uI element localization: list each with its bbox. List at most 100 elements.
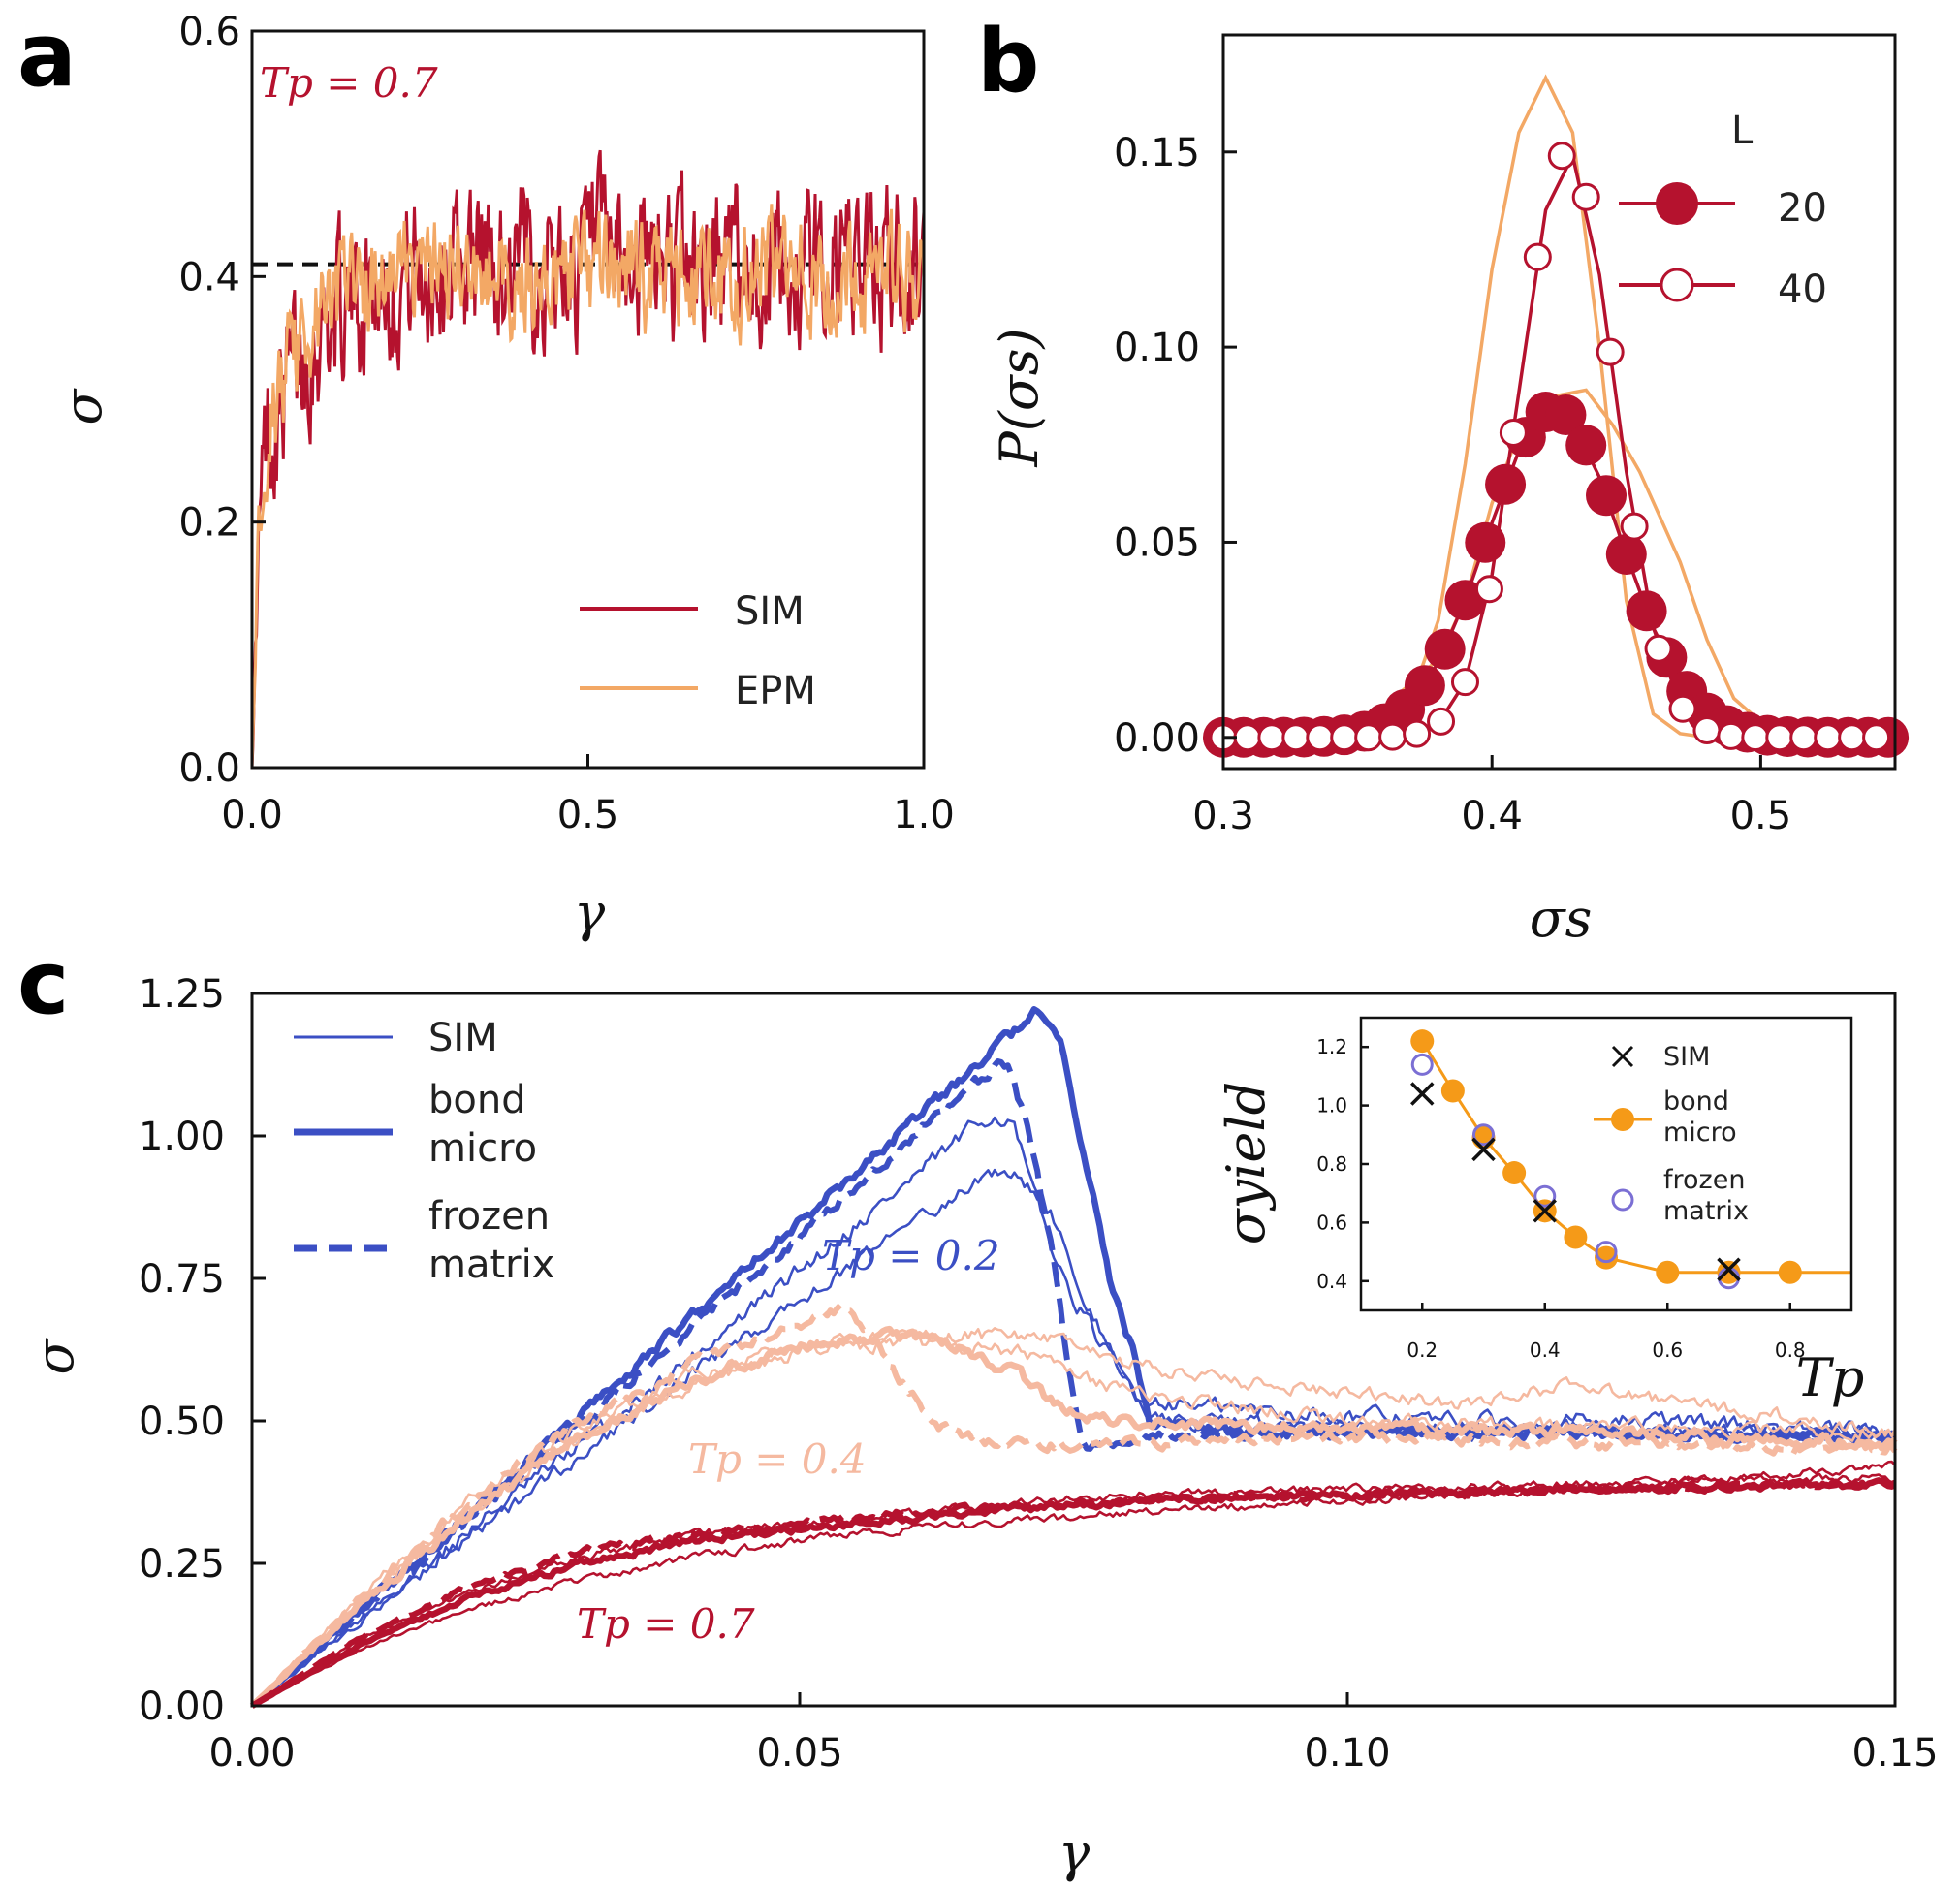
inset-xtick-label: 0.2 [1407,1339,1438,1362]
inset-sim-marker [1410,1082,1435,1106]
legend-label-20: 20 [1778,186,1827,231]
c-ytick-label: 0.50 [139,1400,225,1444]
y-axis-label: σ [52,387,113,425]
inset-bond-marker [1410,1029,1435,1054]
b-frame [1221,33,1897,771]
inset-bond-marker [1595,1245,1618,1270]
x-axis-label: γ [574,882,606,943]
series-line-epm [250,204,926,769]
marker-40 [1571,182,1600,211]
c-ytick-label: 1.25 [139,972,225,1017]
marker-40 [1330,723,1359,752]
legend-label-epm: EPM [735,669,816,713]
annotation-tp-04: Tp = 0.4 [688,1435,867,1483]
inset-bond-marker [1564,1225,1588,1249]
annotation-tp-02: Tp = 0.2 [822,1232,1000,1279]
sim-line-20 [1223,409,1895,740]
marker-40 [1741,723,1770,752]
inset-frozen-marker [1410,1053,1434,1076]
panel-a: 0.0 0.5 1.0 0.0 0.2 0.4 0.6 a σ γ Tp = 0.7 SIM EPM [17,5,955,943]
marker-20 [1605,534,1647,576]
inset-y-axis-label: σyield [1216,1082,1277,1244]
sim-line-40 [1223,150,1895,740]
b-xtick-label: 0.5 [1730,794,1792,838]
marker-40 [1668,694,1697,723]
marker-40 [1765,723,1794,752]
c-ytick-label: 0.25 [139,1542,225,1587]
legend-label-2: frozen [428,1194,550,1239]
series-line-tp-0-7-bond-micro [250,1477,1897,1709]
marker-40 [1692,715,1722,744]
inset-frozen-marker [1472,1123,1495,1147]
series-line-tp-0-7-frozen-matrix [250,1477,1897,1709]
marker-40 [1281,723,1311,752]
marker-40 [1450,668,1479,697]
b-ytick-label: 0.05 [1114,520,1200,565]
inset-xtick-label: 0.4 [1530,1339,1561,1362]
inset-ytick-label: 1.2 [1316,1035,1347,1058]
marker-20 [1586,475,1628,517]
a-ytick-label: 0.6 [178,10,240,54]
marker-40 [1644,634,1673,663]
panel-inset: 0.2 0.4 0.6 0.8 0.4 0.6 0.8 1.0 1.2 σyield Tp SIM bo… [1216,1016,1864,1408]
inset-sim-marker [1717,1257,1741,1281]
annotation-tp: Tp = 0.7 [260,59,438,107]
c-ytick-label: 1.00 [139,1115,225,1159]
series-line-tp-0-2-sim-a [251,1116,1896,1708]
inset-legend-label: frozen [1663,1165,1745,1195]
marker-40 [1427,707,1456,736]
inset-frozen-marker [1533,1184,1557,1208]
marker-40 [1306,723,1335,752]
a-frame [250,29,926,770]
marker-20 [1465,521,1506,563]
inset-ytick-label: 1.0 [1316,1094,1347,1118]
inset-ytick-label: 0.8 [1316,1152,1347,1176]
inset-bond-marker [1440,1079,1465,1103]
legend-title: L [1731,109,1754,153]
inset-legend-sim-marker [1611,1045,1634,1068]
inset-legend-label: SIM [1663,1042,1710,1072]
marker-40 [1474,575,1503,604]
annotation-tp-07: Tp = 0.7 [577,1600,755,1648]
inset-legend-frozen-marker [1611,1188,1634,1212]
inset-x-axis-label: Tp [1796,1347,1865,1408]
a-xtick-label: 0.0 [221,793,283,837]
b-xtick-label: 0.4 [1461,794,1523,838]
y-axis-label: P(σs) [989,328,1050,467]
marker-40 [1499,418,1528,447]
b-ytick-label: 0.00 [1114,716,1200,761]
marker-40 [1862,723,1891,752]
marker-20 [1424,628,1466,670]
legend-marker-40 [1660,268,1694,302]
marker-40 [1789,723,1818,752]
inset-legend-bond-marker [1611,1108,1634,1131]
marker-40 [1403,719,1432,748]
marker-20 [1485,463,1527,505]
b-ytick-label: 0.15 [1114,131,1200,175]
marker-40 [1814,723,1843,752]
a-ytick-label: 0.2 [178,501,240,546]
marker-40 [1620,512,1649,541]
epm-line-20 [1222,388,1895,740]
panel-label: a [17,5,77,107]
marker-40 [1717,721,1746,750]
inset-ytick-label: 0.4 [1316,1270,1347,1293]
a-ytick-label: 0.0 [178,746,240,791]
inset-legend-label: micro [1663,1118,1737,1148]
marker-40 [1547,142,1576,171]
series-line-tp-0-4-bond-micro [249,1325,1898,1709]
marker-40 [1257,723,1286,752]
x-axis-label: γ [1059,1822,1091,1883]
inset-legend-label: bond [1663,1087,1729,1117]
c-frame [250,992,1897,1708]
y-axis-label: σ [24,1337,85,1374]
marker-40 [1523,242,1552,271]
legend-label-2: matrix [428,1243,554,1287]
legend-label-1: micro [428,1126,537,1171]
c-xtick-label: 0.10 [1304,1731,1390,1776]
x-axis-label: σs [1530,888,1593,949]
inset-bond-marker [1502,1161,1527,1185]
marker-40 [1233,723,1262,752]
inset-legend-label: matrix [1663,1196,1749,1226]
